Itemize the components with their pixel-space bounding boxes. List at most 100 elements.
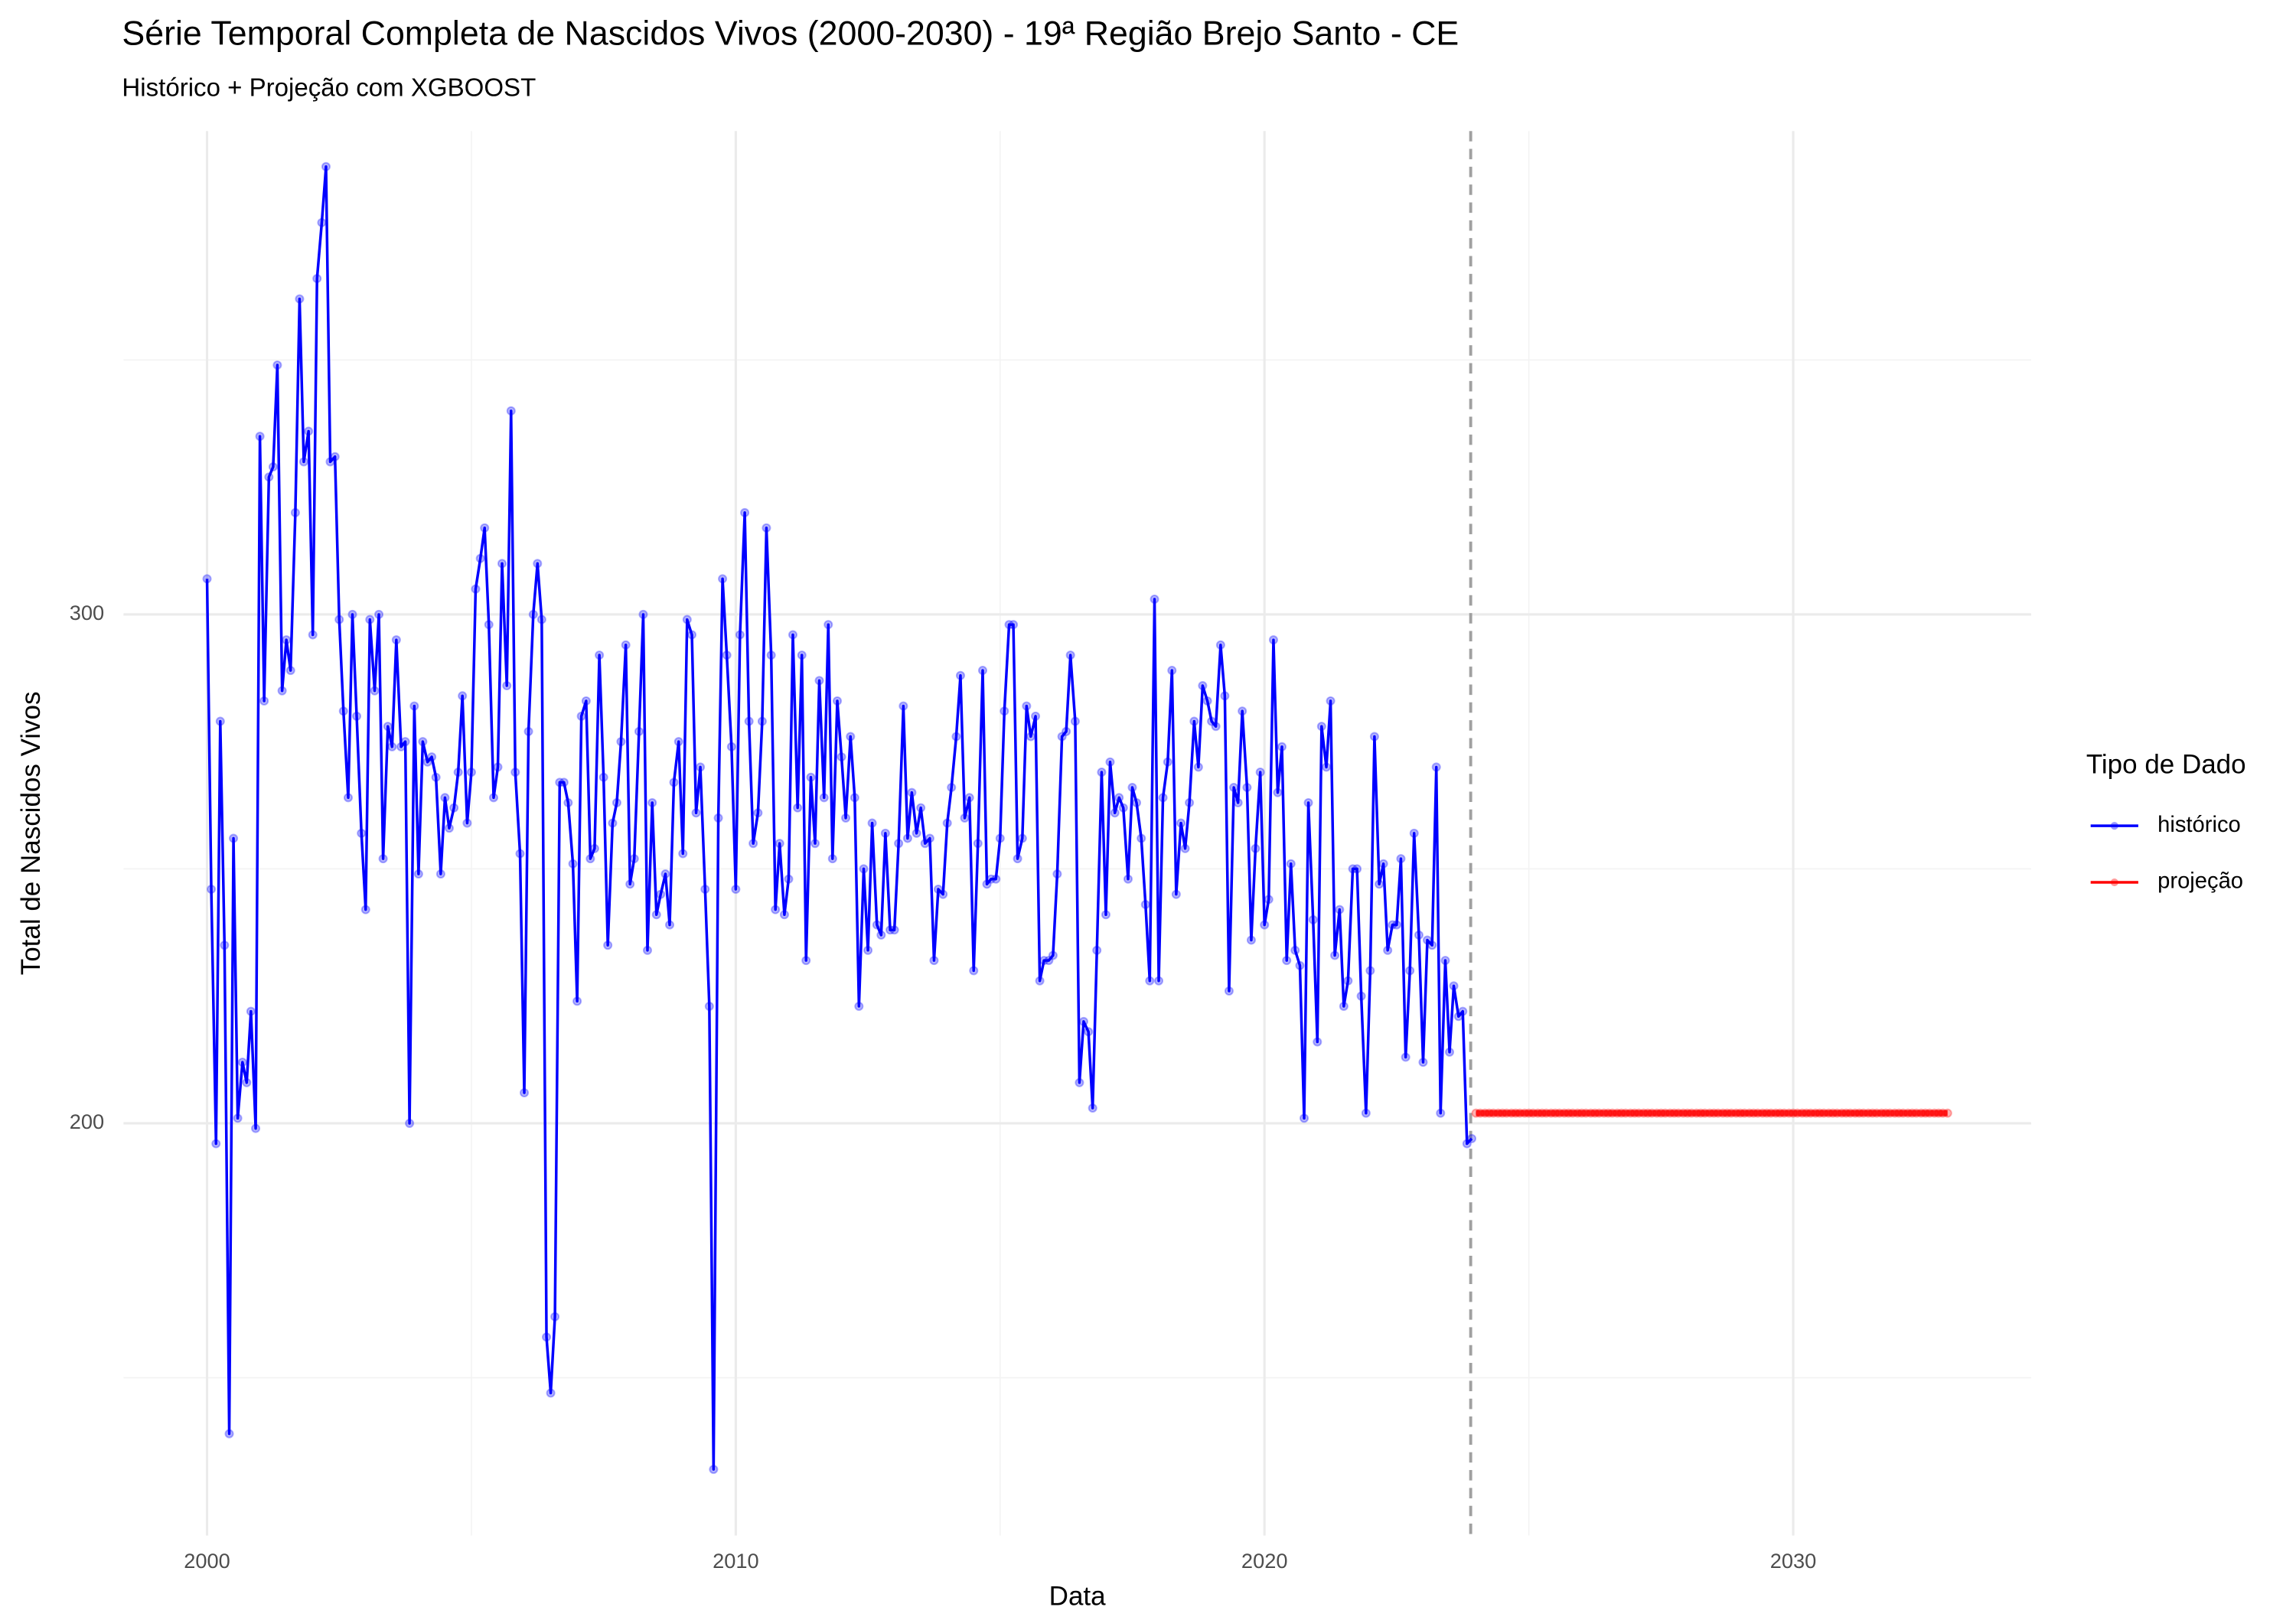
data-point <box>1749 1108 1759 1118</box>
data-point <box>1004 620 1014 630</box>
data-point <box>550 1312 560 1322</box>
data-point <box>1140 899 1150 910</box>
data-point <box>308 630 318 640</box>
labels: Série Temporal Completa de Nascidos Vivo… <box>16 15 1816 1607</box>
data-point <box>282 635 292 645</box>
data-point <box>867 818 877 828</box>
data-point <box>1607 1108 1617 1118</box>
chart-title: Série Temporal Completa de Nascidos Vivo… <box>122 15 1459 53</box>
data-point <box>1819 1108 1829 1118</box>
data-point <box>229 833 239 843</box>
data-point <box>1541 1108 1551 1118</box>
data-point <box>572 996 582 1006</box>
data-point <box>1643 1108 1653 1118</box>
data-point <box>360 905 370 914</box>
data-point <box>409 701 419 711</box>
data-point <box>1207 716 1217 726</box>
data-point <box>1502 1108 1512 1118</box>
data-point <box>629 854 639 864</box>
data-point <box>1925 1108 1935 1118</box>
data-point <box>1084 1027 1094 1037</box>
data-point <box>973 839 983 849</box>
data-point <box>1440 956 1450 966</box>
data-point <box>589 843 599 853</box>
data-point <box>224 1429 234 1439</box>
data-point <box>435 869 445 879</box>
data-point <box>480 523 490 533</box>
data-point <box>387 742 397 751</box>
data-point <box>1599 1108 1609 1118</box>
data-point <box>427 752 437 762</box>
data-point <box>237 1058 247 1068</box>
data-point <box>338 706 348 716</box>
data-point <box>753 808 763 818</box>
data-point <box>1453 1012 1463 1022</box>
data-point <box>616 737 626 747</box>
data-point <box>1880 1108 1890 1118</box>
data-point <box>1775 1108 1785 1118</box>
data-point <box>1682 1108 1692 1118</box>
data-point <box>1436 1108 1446 1118</box>
x-axis-title: Data <box>1049 1581 1106 1607</box>
data-point <box>964 793 974 803</box>
data-point <box>1078 1016 1088 1026</box>
data-point <box>876 930 886 940</box>
data-point <box>1211 722 1221 732</box>
data-point <box>1343 976 1353 986</box>
data-point <box>1295 960 1305 970</box>
data-point <box>1933 1108 1944 1118</box>
data-point <box>1356 991 1366 1001</box>
data-point <box>1727 1108 1737 1118</box>
data-point <box>942 818 952 828</box>
data-point <box>413 869 423 879</box>
x-tick-label: 2000 <box>184 1549 230 1573</box>
data-point <box>854 1001 864 1012</box>
data-point <box>1674 1108 1684 1118</box>
data-point <box>347 609 357 619</box>
data-point <box>1418 1058 1428 1068</box>
data-point <box>766 650 776 660</box>
data-point <box>880 828 890 838</box>
data-point <box>1639 1108 1649 1118</box>
data-point <box>598 772 608 782</box>
data-point <box>673 737 683 747</box>
data-point <box>458 691 468 701</box>
data-point <box>1352 864 1362 874</box>
data-point <box>233 1113 243 1123</box>
data-point <box>1163 757 1172 767</box>
data-point <box>1938 1108 1948 1118</box>
data-point <box>1303 797 1313 808</box>
data-point <box>916 803 926 813</box>
data-point <box>1255 768 1265 777</box>
data-point <box>506 406 516 416</box>
data-point <box>718 574 728 584</box>
data-point <box>784 874 794 884</box>
data-point <box>656 889 666 899</box>
data-point <box>1890 1108 1900 1118</box>
chart-subtitle: Histórico + Projeção com XGBOOST <box>122 73 536 102</box>
data-point <box>1215 640 1225 650</box>
data-point <box>1000 706 1009 716</box>
legend-swatch-point <box>2110 822 2118 830</box>
data-point <box>1242 783 1252 793</box>
data-point <box>1484 1108 1494 1118</box>
data-point <box>801 956 811 966</box>
data-point <box>1202 696 1212 706</box>
legend-swatch-point <box>2110 878 2118 887</box>
data-point <box>1286 859 1296 869</box>
data-point <box>304 426 314 436</box>
data-point <box>563 797 573 808</box>
data-point <box>850 793 859 803</box>
data-point <box>687 630 697 640</box>
data-point <box>827 854 837 864</box>
data-point <box>960 813 970 823</box>
data-point <box>536 614 546 624</box>
data-point <box>700 885 710 895</box>
data-point <box>1533 1108 1543 1118</box>
data-point <box>1789 1108 1799 1118</box>
data-point <box>819 793 829 803</box>
data-point <box>1559 1108 1569 1118</box>
data-point <box>510 768 520 777</box>
